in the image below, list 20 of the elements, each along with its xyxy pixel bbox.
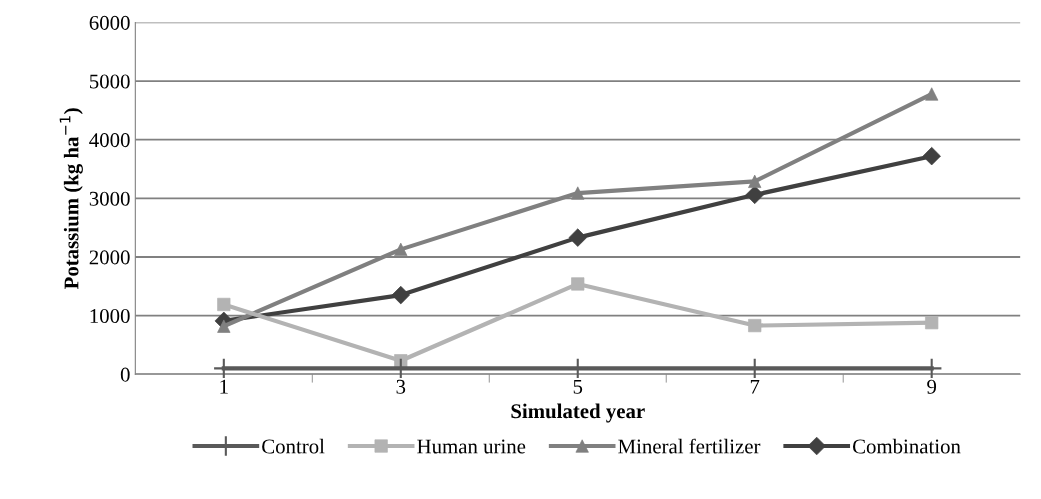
legend-label: Combination [852, 438, 961, 454]
x-tick-label: 7 [750, 379, 760, 394]
x-tick-label: 1 [220, 379, 228, 394]
y-tick-label: 1000 [90, 308, 130, 324]
legend-label: Human urine [417, 439, 526, 454]
legend-label: Mineral fertilizer [618, 438, 761, 454]
x-tick-label: 3 [396, 379, 406, 394]
y-tick-label: 5000 [90, 74, 130, 89]
x-axis-title: Simulated year [511, 403, 645, 423]
point [748, 318, 762, 333]
y-tick-label: 3000 [89, 191, 130, 206]
x-tick-label: 9 [927, 379, 937, 394]
y-tick-label: 6000 [89, 15, 130, 30]
y-axis-title: Potassium (kg ha$^{−1}$) [59, 108, 83, 290]
y-tick-label: 4000 [89, 133, 130, 148]
x-tick-label: 5 [573, 379, 583, 394]
point [217, 297, 231, 312]
y-tick-label: 0 [120, 367, 130, 382]
legend-label: Control [262, 438, 325, 454]
y-tick-label: 2000 [89, 250, 130, 265]
